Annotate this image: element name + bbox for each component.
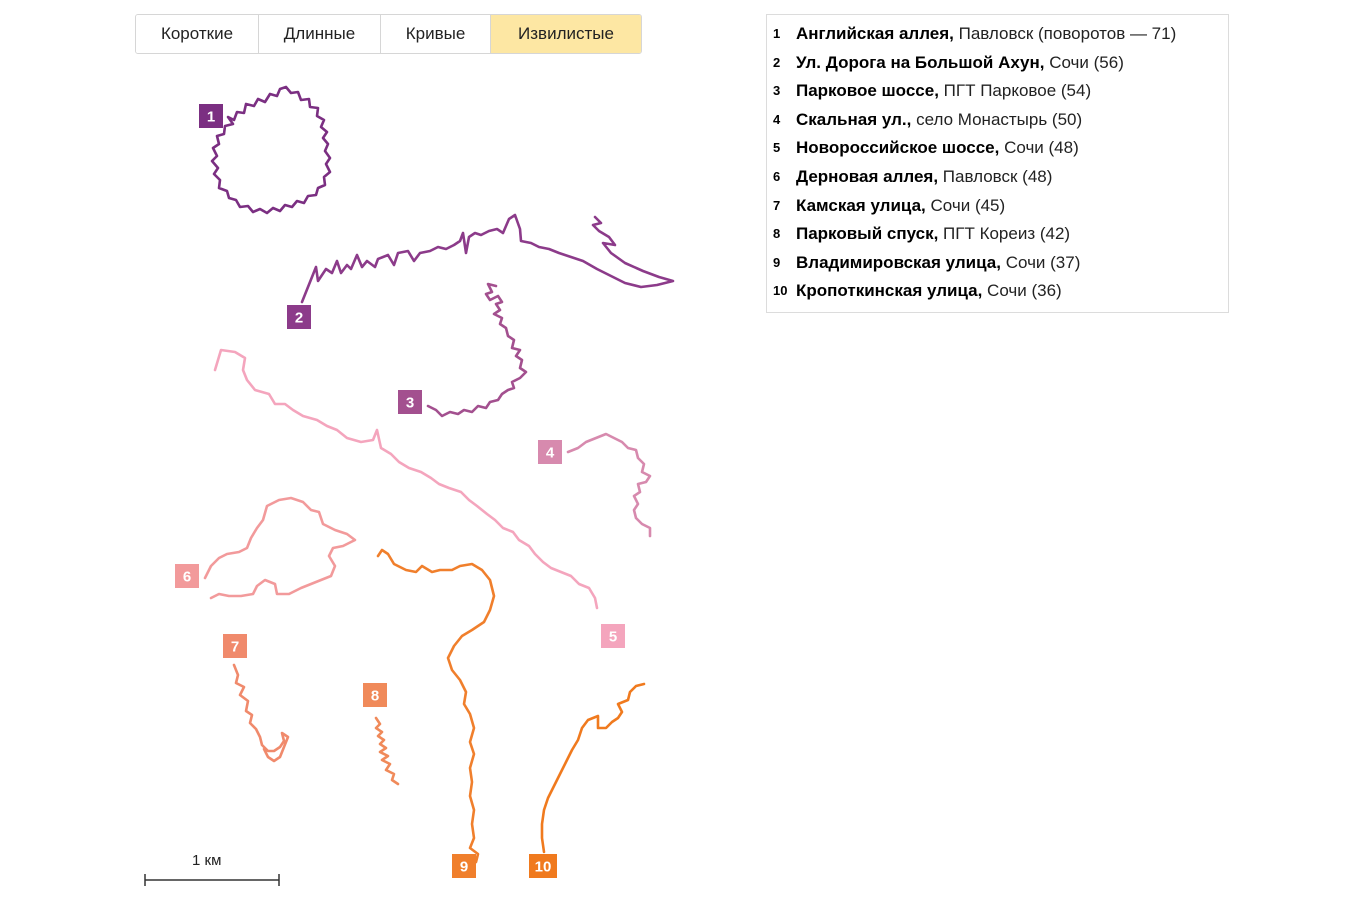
route-9-badge[interactable]: 9 <box>452 854 476 878</box>
route-2-line[interactable] <box>300 213 675 304</box>
legend-item: 2 Ул. Дорога на Большой Ахун, Сочи (56) <box>767 49 1228 78</box>
legend-street-details: Сочи (36) <box>982 281 1062 301</box>
tab-long[interactable]: Длинные <box>259 15 381 53</box>
legend-item: 1 Английская аллея, Павловск (поворотов … <box>767 20 1228 49</box>
legend-street-details: Сочи (45) <box>925 195 1006 215</box>
legend-street-details: Павловск (поворотов — 71) <box>953 24 1177 43</box>
legend-item: 10 Кропоткинская улица, Сочи (36) <box>767 277 1228 306</box>
route-2-badge[interactable]: 2 <box>287 305 311 329</box>
badge-number: 10 <box>535 859 552 876</box>
legend-street-details: Павловск (48) <box>938 166 1053 186</box>
legend-item: 9 Владимировская улица, Сочи (37) <box>767 249 1228 278</box>
route-1-badge[interactable]: 1 <box>199 104 223 128</box>
legend-number: 3 <box>773 83 781 99</box>
legend-item: 5 Новороссийское шоссе, Сочи (48) <box>767 134 1228 163</box>
legend-street-details: село Монастырь (50) <box>911 109 1083 129</box>
legend-number: 1 <box>773 26 781 41</box>
scale-label: 1 км <box>192 852 222 869</box>
legend-item: 7 Камская улица, Сочи (45) <box>767 192 1228 221</box>
legend-street-details: Сочи (56) <box>1044 52 1124 72</box>
legend-number: 6 <box>773 168 781 184</box>
legend-street-details: Сочи (48) <box>999 138 1079 158</box>
tab-curvy[interactable]: Кривые <box>381 15 491 53</box>
legend-street-name: Владимировская улица, <box>796 252 1001 272</box>
badge-number: 7 <box>231 639 239 656</box>
legend-number: 4 <box>773 111 781 127</box>
badge-number: 8 <box>371 688 379 705</box>
legend-street-name: Камская улица, <box>796 195 926 215</box>
legend-item: 4 Скальная ул., село Монастырь (50) <box>767 106 1228 135</box>
route-8-line[interactable] <box>374 716 400 786</box>
route-8-badge[interactable]: 8 <box>363 683 387 707</box>
legend-street-details: Сочи (37) <box>1000 252 1081 272</box>
legend-number: 9 <box>773 254 781 270</box>
route-3-line[interactable] <box>426 282 528 418</box>
legend-item: 8 Парковый спуск, ПГТ Кореиз (42) <box>767 220 1228 249</box>
legend-street-name: Английская аллея, <box>796 24 954 43</box>
legend-item: 3 Парковое шоссе, ПГТ Парковое (54) <box>767 77 1228 106</box>
route-4-badge[interactable]: 4 <box>538 440 562 464</box>
legend-street-details: ПГТ Кореиз (42) <box>938 224 1071 244</box>
legend-list: 1 Английская аллея, Павловск (поворотов … <box>766 14 1229 313</box>
legend-number: 10 <box>773 283 788 299</box>
route-1-line[interactable] <box>210 85 332 215</box>
route-10-line[interactable] <box>540 682 646 854</box>
route-7-badge[interactable]: 7 <box>223 634 247 658</box>
legend-street-name: Ул. Дорога на Большой Ахун, <box>796 52 1045 72</box>
scale-bar <box>144 874 280 886</box>
legend-street-name: Скальная ул., <box>796 109 912 129</box>
route-5-badge[interactable]: 5 <box>601 624 625 648</box>
legend-number: 8 <box>773 226 781 242</box>
badge-number: 2 <box>295 310 303 327</box>
route-3-badge[interactable]: 3 <box>398 390 422 414</box>
route-10-badge[interactable]: 10 <box>529 854 557 878</box>
legend-number: 2 <box>773 54 781 70</box>
route-9-line[interactable] <box>376 548 496 864</box>
route-4-line[interactable] <box>566 432 652 538</box>
badge-number: 9 <box>460 859 468 876</box>
legend-street-name: Дерновая аллея, <box>796 166 939 186</box>
tab-short[interactable]: Короткие <box>136 15 259 53</box>
route-6-badge[interactable]: 6 <box>175 564 199 588</box>
legend-item: 6 Дерновая аллея, Павловск (48) <box>767 163 1228 192</box>
legend-number: 5 <box>773 140 781 156</box>
category-tabs: Короткие Длинные Кривые Извилистые <box>135 14 642 54</box>
legend-street-name: Новороссийское шоссе, <box>796 138 1000 158</box>
badge-number: 6 <box>183 569 191 586</box>
badge-number: 5 <box>609 629 617 646</box>
legend-street-name: Кропоткинская улица, <box>796 281 983 301</box>
route-7-line[interactable] <box>232 663 290 763</box>
legend-number: 7 <box>773 197 781 213</box>
legend-street-name: Парковое шоссе, <box>796 81 939 101</box>
tab-winding[interactable]: Извилистые <box>491 15 641 53</box>
route-5-line[interactable] <box>213 348 599 610</box>
badge-number: 1 <box>207 109 215 126</box>
legend-street-details: ПГТ Парковое (54) <box>938 81 1092 101</box>
badge-number: 3 <box>406 395 414 412</box>
legend-street-name: Парковый спуск, <box>796 224 939 244</box>
route-6-line[interactable] <box>203 496 357 600</box>
badge-number: 4 <box>546 445 555 462</box>
